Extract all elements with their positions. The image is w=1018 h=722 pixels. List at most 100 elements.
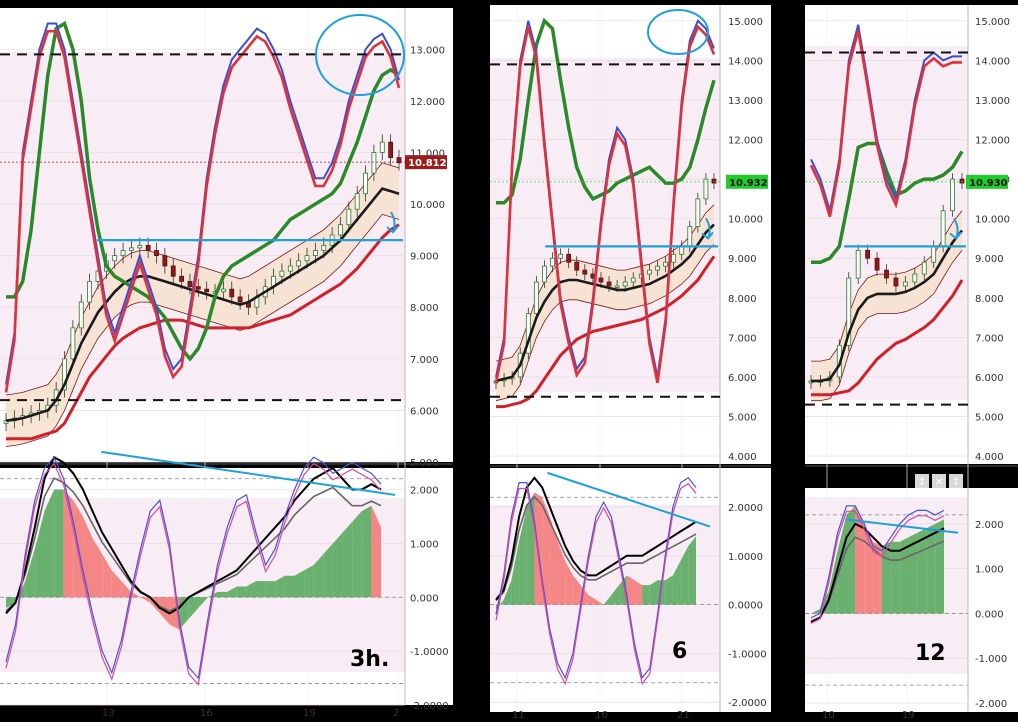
osc-histogram-bar [596, 599, 604, 605]
candle-body [566, 253, 572, 263]
stoch-slow-line [809, 30, 962, 218]
osc-fast-line [495, 477, 697, 680]
osc-histogram-bar [265, 581, 276, 598]
candle-body [846, 277, 852, 346]
osc-histogram-bar [634, 580, 643, 605]
chart-panel-1: 13.000 12.000 11.000 10.000 9.000 8.000 7.000 6… [0, 8, 453, 719]
candle-body [204, 288, 210, 293]
stoch-slow-line [4, 29, 401, 393]
osc-histogram-bar [565, 560, 573, 605]
price-tick-label: 12.000 [410, 97, 445, 108]
timeframe-label: 6 [672, 639, 687, 664]
price-tick-label: 9.000 [728, 254, 757, 265]
candle-body [884, 269, 889, 279]
price-tick-label: 12.000 [728, 136, 763, 147]
candle-body [582, 269, 588, 275]
price-tick-label: 15.000 [975, 17, 1010, 28]
osc-tick-label: 0.0000 [728, 601, 763, 612]
osc-histogram-bar [342, 521, 353, 598]
osc-histogram-bar [873, 541, 882, 614]
osc-histogram-bar [188, 597, 199, 619]
candle-body [78, 301, 84, 329]
osc-slow-line [810, 536, 945, 622]
candle-body [145, 244, 151, 251]
candle-body [120, 250, 126, 257]
osc-tick-label: -2.0000 [728, 698, 767, 709]
candle-body [931, 245, 937, 263]
candle-body [622, 281, 628, 287]
price-tick-label: 14.000 [975, 56, 1010, 67]
candle-body [558, 253, 563, 259]
candle-body [606, 281, 612, 287]
stoch-slow-line [494, 24, 716, 384]
candle-body [3, 420, 9, 424]
candle-body [687, 226, 693, 247]
price-tick-label: 13.000 [728, 96, 763, 107]
osc-tick-label: -1.000 [975, 654, 1007, 665]
osc-histogram-bar [881, 541, 891, 614]
window-button[interactable] [915, 474, 929, 488]
candle-body [346, 208, 352, 226]
price-tick-label: 14.000 [728, 56, 763, 67]
osc-histogram-bar [198, 597, 208, 609]
candle-body [195, 286, 201, 290]
window-button[interactable] [932, 474, 946, 488]
candle-body [647, 269, 652, 275]
osc-histogram-bar [371, 505, 381, 598]
osc-histogram-bar [294, 570, 305, 598]
window-button-icon[interactable]: ↕ [918, 477, 926, 488]
candle-body [959, 178, 965, 184]
window-button-icon[interactable]: ↕ [952, 477, 960, 488]
sma-line [495, 223, 715, 383]
candle-body [598, 277, 604, 283]
candle-body [550, 257, 555, 267]
candle-body [950, 178, 955, 212]
window-button[interactable] [949, 474, 963, 488]
price-tick-label: 7.000 [975, 333, 1004, 344]
candle-body [154, 250, 159, 257]
candle-body [354, 193, 360, 210]
peak-annotation-circle [647, 9, 709, 55]
price-tick-label: 5.000 [975, 413, 1004, 424]
price-tick-label: 8.000 [410, 303, 439, 314]
candle-body [70, 327, 76, 360]
price-tick-label: 12.000 [975, 136, 1010, 147]
chart-panel-2: 15.00014.00013.00012.00011.00010.0009.00… [490, 5, 771, 721]
osc-signal-line [810, 522, 945, 624]
osc-histogram-bar [519, 507, 527, 605]
candle-body [893, 277, 899, 287]
osc-histogram-bar [352, 511, 362, 598]
candle-body [221, 288, 226, 293]
candle-body [630, 277, 636, 283]
osc-tick-label: -1.0000 [728, 649, 767, 660]
osc-histogram-bar [611, 585, 620, 605]
osc-tick-label: 2.000 [410, 486, 439, 497]
window-button-icon[interactable]: ✕ [935, 477, 943, 488]
osc-histogram-bar [603, 594, 612, 605]
osc-fast-line-2 [5, 462, 382, 686]
price-tick-label: 6.000 [410, 406, 439, 417]
candle-body [614, 285, 620, 288]
x-tick-label: 11 [512, 710, 525, 721]
band-lower-line [495, 244, 715, 402]
sma-line [811, 229, 964, 383]
osc-tick-label: 0.000 [975, 609, 1004, 620]
osc-histogram-bar [323, 543, 333, 598]
x-tick-label: 13 [102, 708, 115, 719]
price-tick-label: 13.000 [975, 96, 1010, 107]
timeframe-label: 12 [915, 641, 946, 666]
candle-body [542, 265, 547, 283]
osc-histogram-bar [34, 511, 45, 598]
sma-line [5, 187, 400, 422]
candle-body [296, 260, 302, 267]
x-tick-label: 16 [200, 708, 213, 719]
osc-tick-label: -2.000 [975, 699, 1007, 710]
x-tick-label: 21 [677, 710, 690, 721]
price-tick-label: 5.000 [728, 413, 757, 424]
osc-histogram-bar [688, 536, 696, 605]
osc-fast-line [5, 456, 382, 680]
slow-ema-line [6, 223, 400, 441]
osc-histogram-bar [275, 575, 285, 598]
